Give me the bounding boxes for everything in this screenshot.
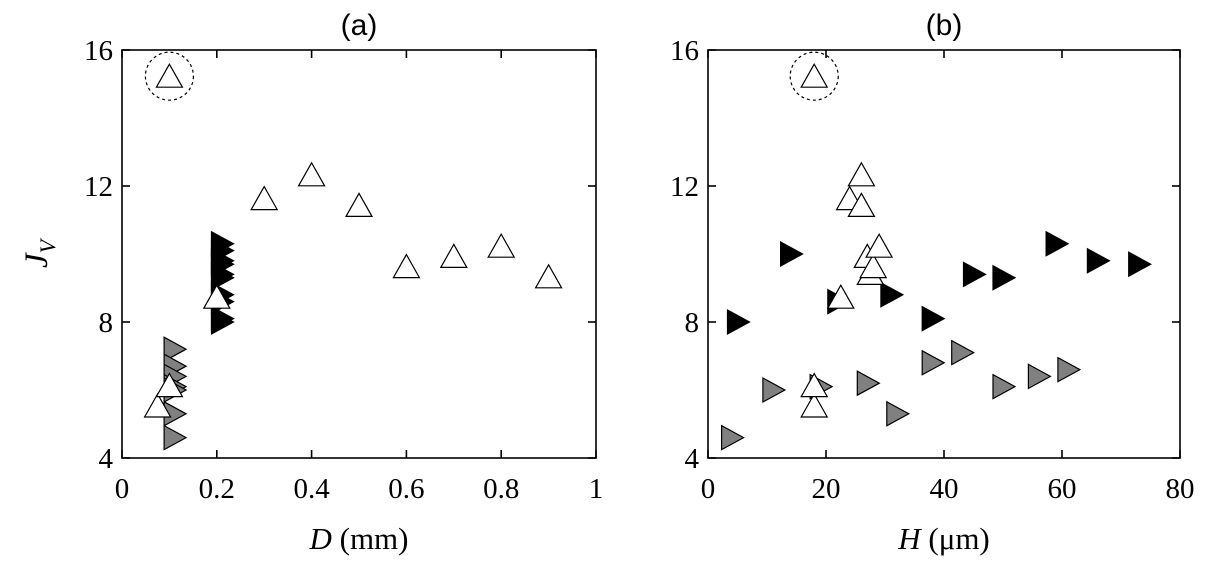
triangle-up-marker (865, 232, 894, 258)
y-axis-label-main: J (19, 252, 55, 268)
y-tick-label: 4 (685, 443, 700, 475)
triangle-up-marker (344, 192, 374, 217)
triangle-up-marker (297, 161, 326, 187)
series-black-triangle-right (726, 230, 1152, 336)
triangle-up-marker (155, 62, 184, 88)
triangle-up-marker (800, 372, 829, 398)
series-white-triangle-up (143, 62, 563, 418)
triangle-up-marker (800, 392, 829, 418)
x-tick-label: 0.6 (388, 473, 424, 505)
panel-title: (a) (341, 9, 378, 42)
x-tick-label: 1 (589, 473, 604, 505)
triangle-up-marker (847, 161, 876, 187)
triangle-right-marker (992, 373, 1017, 400)
x-tick-label: 0.4 (293, 473, 330, 505)
triangle-right-marker (163, 424, 188, 451)
triangle-up-marker (534, 263, 563, 289)
x-axis-label-symbol: H (897, 521, 922, 556)
x-tick-label: 0 (115, 473, 130, 505)
plot-frame (707, 49, 1181, 459)
y-tick-label: 12 (670, 171, 699, 203)
plot-frame (121, 49, 597, 459)
triangle-up-marker (487, 232, 516, 258)
highlight-circle (789, 51, 839, 101)
x-axis-label: H (μm) (897, 521, 990, 556)
y-tick-label: 8 (99, 307, 114, 339)
triangle-right-marker (210, 264, 235, 291)
triangle-right-marker (1057, 356, 1082, 383)
triangle-up-marker (859, 253, 888, 279)
x-axis-label-unit: (μm) (921, 521, 990, 556)
panel-a: 0 0.2 0.4 0.6 0.8 1 4 8 12 16 (a) D (mm) JV (19, 9, 603, 556)
y-tick-label: 8 (685, 307, 700, 339)
y-axis-label-subscript: V (35, 237, 60, 253)
x-tick-label: 0.2 (199, 473, 235, 505)
highlight-circle (144, 51, 194, 101)
x-tick-label: 0 (701, 473, 716, 505)
x-axis-label-symbol: D (308, 521, 331, 556)
x-tick-label: 0.8 (483, 473, 519, 505)
x-tick-label: 20 (812, 473, 841, 505)
triangle-up-marker (202, 283, 231, 309)
panel-b: 0 20 40 60 80 4 8 12 16 (b) H (μm) (670, 9, 1195, 556)
triangle-right-marker (880, 281, 905, 308)
y-tick-label: 16 (84, 35, 113, 67)
triangle-up-marker (143, 392, 172, 418)
triangle-right-marker (962, 261, 987, 288)
triangle-up-marker (155, 372, 184, 398)
triangle-right-marker (210, 308, 235, 336)
triangle-right-marker (992, 264, 1017, 291)
triangle-right-marker (921, 349, 946, 376)
series-gray-triangle-right (720, 339, 1082, 451)
triangle-right-marker (1086, 247, 1111, 274)
y-tick-label: 16 (670, 35, 699, 67)
series-black-triangle-right (210, 230, 235, 336)
panel-title: (b) (926, 9, 963, 42)
triangle-right-marker (726, 308, 751, 336)
triangle-right-marker (762, 376, 787, 404)
triangle-up-marker (800, 62, 829, 88)
triangle-up-marker (826, 283, 855, 309)
x-tick-label: 60 (1048, 473, 1077, 505)
triangle-up-marker (250, 185, 279, 211)
x-tick-label: 40 (930, 473, 959, 505)
triangle-right-marker (921, 305, 946, 332)
y-tick-label: 12 (84, 171, 113, 203)
triangle-up-marker (392, 253, 421, 279)
triangle-right-marker (1027, 363, 1052, 390)
triangle-right-marker (1045, 230, 1070, 257)
triangle-right-marker (779, 240, 804, 268)
triangle-right-marker (951, 339, 975, 366)
triangle-right-marker (163, 336, 188, 363)
triangle-right-marker (720, 424, 745, 451)
x-tick-label: 80 (1166, 473, 1195, 505)
triangle-right-marker (886, 400, 911, 427)
triangle-up-marker (847, 192, 876, 217)
y-tick-label: 4 (99, 443, 114, 475)
triangle-right-marker (1128, 251, 1152, 278)
y-axis-label: JV (19, 237, 60, 268)
x-axis-label-unit: (mm) (332, 521, 409, 556)
triangle-up-marker (439, 243, 468, 268)
triangle-right-marker (856, 370, 881, 397)
series-white-triangle-up (800, 62, 894, 418)
x-axis-label: D (mm) (308, 521, 408, 556)
